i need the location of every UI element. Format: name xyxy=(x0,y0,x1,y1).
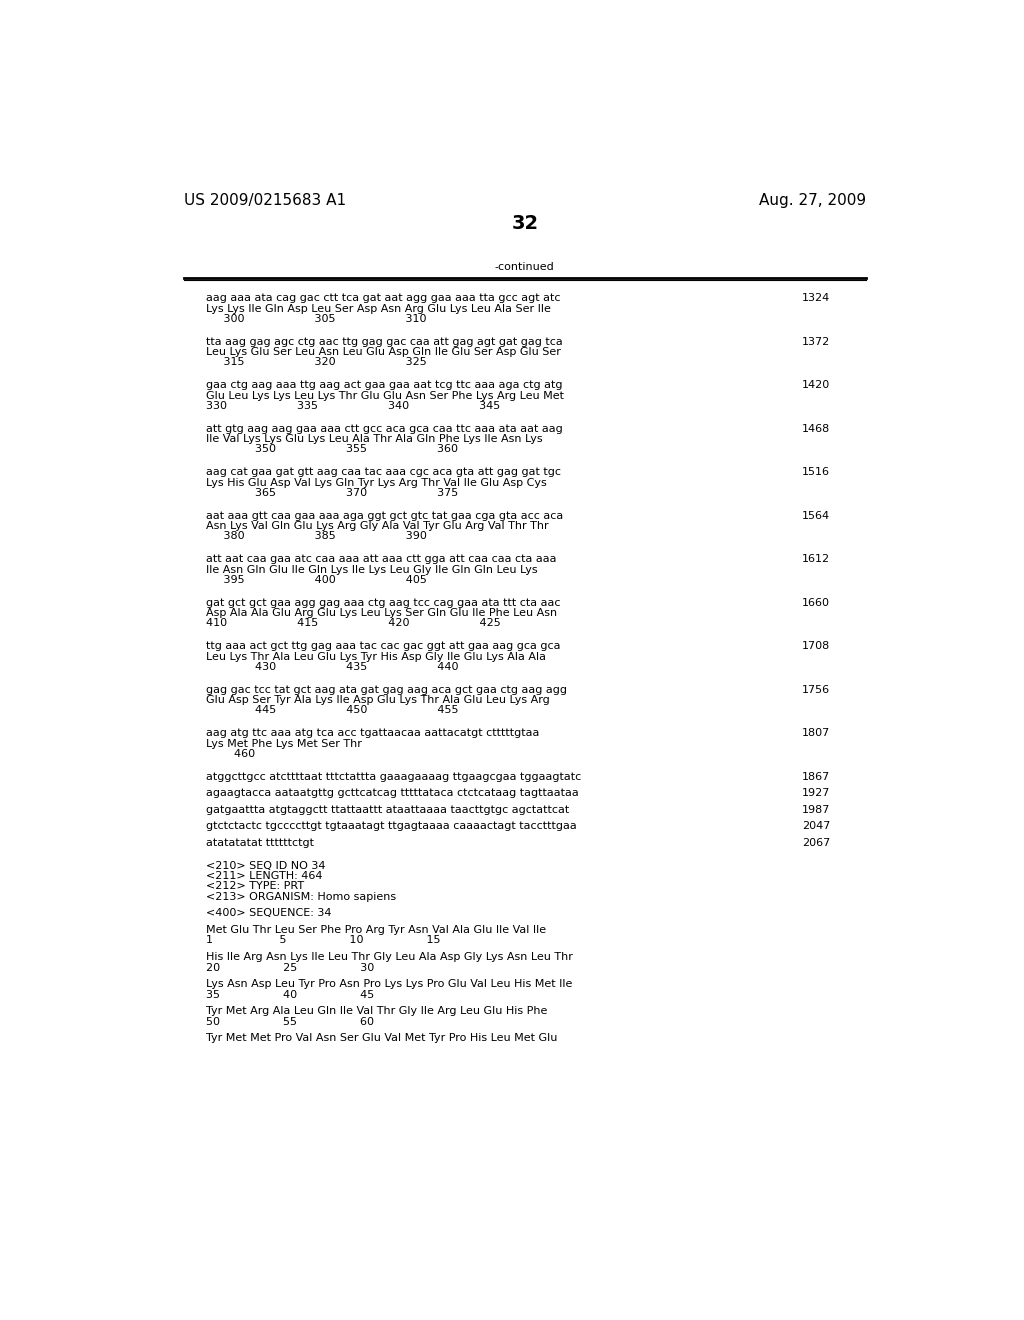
Text: Ile Asn Gln Glu Ile Gln Lys Ile Lys Leu Gly Ile Gln Gln Leu Lys: Ile Asn Gln Glu Ile Gln Lys Ile Lys Leu … xyxy=(206,565,538,574)
Text: aag atg ttc aaa atg tca acc tgattaacaa aattacatgt ctttttgtaa: aag atg ttc aaa atg tca acc tgattaacaa a… xyxy=(206,729,539,738)
Text: 1468: 1468 xyxy=(802,424,830,434)
Text: aat aaa gtt caa gaa aaa aga ggt gct gtc tat gaa cga gta acc aca: aat aaa gtt caa gaa aaa aga ggt gct gtc … xyxy=(206,511,563,520)
Text: Asp Ala Ala Glu Arg Glu Lys Leu Lys Ser Gln Glu Ile Phe Leu Asn: Asp Ala Ala Glu Arg Glu Lys Leu Lys Ser … xyxy=(206,609,557,618)
Text: agaagtacca aataatgttg gcttcatcag tttttataca ctctcataag tagttaataa: agaagtacca aataatgttg gcttcatcag tttttat… xyxy=(206,788,579,799)
Text: 1927: 1927 xyxy=(802,788,830,799)
Text: His Ile Arg Asn Lys Ile Leu Thr Gly Leu Ala Asp Gly Lys Asn Leu Thr: His Ile Arg Asn Lys Ile Leu Thr Gly Leu … xyxy=(206,952,572,962)
Text: 20                  25                  30: 20 25 30 xyxy=(206,962,374,973)
Text: 1420: 1420 xyxy=(802,380,830,391)
Text: 380                    385                    390: 380 385 390 xyxy=(206,532,426,541)
Text: gaa ctg aag aaa ttg aag act gaa gaa aat tcg ttc aaa aga ctg atg: gaa ctg aag aaa ttg aag act gaa gaa aat … xyxy=(206,380,562,391)
Text: 2067: 2067 xyxy=(802,838,830,847)
Text: 1612: 1612 xyxy=(802,554,830,564)
Text: Glu Asp Ser Tyr Ala Lys Ile Asp Glu Lys Thr Ala Glu Leu Lys Arg: Glu Asp Ser Tyr Ala Lys Ile Asp Glu Lys … xyxy=(206,696,549,705)
Text: <212> TYPE: PRT: <212> TYPE: PRT xyxy=(206,882,304,891)
Text: 2047: 2047 xyxy=(802,821,830,832)
Text: Lys Asn Asp Leu Tyr Pro Asn Pro Lys Lys Pro Glu Val Leu His Met Ile: Lys Asn Asp Leu Tyr Pro Asn Pro Lys Lys … xyxy=(206,979,571,989)
Text: <210> SEQ ID NO 34: <210> SEQ ID NO 34 xyxy=(206,861,325,871)
Text: 1867: 1867 xyxy=(802,772,830,781)
Text: 1516: 1516 xyxy=(802,467,830,477)
Text: Lys His Glu Asp Val Lys Gln Tyr Lys Arg Thr Val Ile Glu Asp Cys: Lys His Glu Asp Val Lys Gln Tyr Lys Arg … xyxy=(206,478,546,487)
Text: gat gct gct gaa agg gag aaa ctg aag tcc cag gaa ata ttt cta aac: gat gct gct gaa agg gag aaa ctg aag tcc … xyxy=(206,598,560,607)
Text: Lys Lys Ile Gln Asp Leu Ser Asp Asn Arg Glu Lys Leu Ala Ser Ile: Lys Lys Ile Gln Asp Leu Ser Asp Asn Arg … xyxy=(206,304,550,314)
Text: atggcttgcc atcttttaat tttctattta gaaagaaaag ttgaagcgaa tggaagtatc: atggcttgcc atcttttaat tttctattta gaaagaa… xyxy=(206,772,581,781)
Text: Glu Leu Lys Lys Leu Lys Thr Glu Glu Asn Ser Phe Lys Arg Leu Met: Glu Leu Lys Lys Leu Lys Thr Glu Glu Asn … xyxy=(206,391,563,400)
Text: 1564: 1564 xyxy=(802,511,830,520)
Text: 300                    305                    310: 300 305 310 xyxy=(206,314,426,323)
Text: Leu Lys Thr Ala Leu Glu Lys Tyr His Asp Gly Ile Glu Lys Ala Ala: Leu Lys Thr Ala Leu Glu Lys Tyr His Asp … xyxy=(206,652,546,661)
Text: 460: 460 xyxy=(206,748,255,759)
Text: Aug. 27, 2009: Aug. 27, 2009 xyxy=(759,193,866,209)
Text: gtctctactc tgccccttgt tgtaaatagt ttgagtaaaa caaaactagt tacctttgaa: gtctctactc tgccccttgt tgtaaatagt ttgagta… xyxy=(206,821,577,832)
Text: Lys Met Phe Lys Met Ser Thr: Lys Met Phe Lys Met Ser Thr xyxy=(206,739,361,748)
Text: 1708: 1708 xyxy=(802,642,830,651)
Text: ttg aaa act gct ttg gag aaa tac cac gac ggt att gaa aag gca gca: ttg aaa act gct ttg gag aaa tac cac gac … xyxy=(206,642,560,651)
Text: 445                    450                    455: 445 450 455 xyxy=(206,705,458,715)
Text: 395                    400                    405: 395 400 405 xyxy=(206,576,426,585)
Text: 350                    355                    360: 350 355 360 xyxy=(206,445,458,454)
Text: gag gac tcc tat gct aag ata gat gag aag aca gct gaa ctg aag agg: gag gac tcc tat gct aag ata gat gag aag … xyxy=(206,685,566,694)
Text: Leu Lys Glu Ser Leu Asn Leu Glu Asp Gln Ile Glu Ser Asp Glu Ser: Leu Lys Glu Ser Leu Asn Leu Glu Asp Gln … xyxy=(206,347,560,356)
Text: Met Glu Thr Leu Ser Phe Pro Arg Tyr Asn Val Ala Glu Ile Val Ile: Met Glu Thr Leu Ser Phe Pro Arg Tyr Asn … xyxy=(206,925,546,935)
Text: Tyr Met Met Pro Val Asn Ser Glu Val Met Tyr Pro His Leu Met Glu: Tyr Met Met Pro Val Asn Ser Glu Val Met … xyxy=(206,1034,557,1043)
Text: tta aag gag agc ctg aac ttg gag gac caa att gag agt gat gag tca: tta aag gag agc ctg aac ttg gag gac caa … xyxy=(206,337,562,347)
Text: Asn Lys Val Gln Glu Lys Arg Gly Ala Val Tyr Glu Arg Val Thr Thr: Asn Lys Val Gln Glu Lys Arg Gly Ala Val … xyxy=(206,521,548,531)
Text: gatgaattta atgtaggctt ttattaattt ataattaaaa taacttgtgc agctattcat: gatgaattta atgtaggctt ttattaattt ataatta… xyxy=(206,805,568,814)
Text: 410                    415                    420                    425: 410 415 420 425 xyxy=(206,619,501,628)
Text: <213> ORGANISM: Homo sapiens: <213> ORGANISM: Homo sapiens xyxy=(206,892,395,902)
Text: 35                  40                  45: 35 40 45 xyxy=(206,990,374,999)
Text: 315                    320                    325: 315 320 325 xyxy=(206,358,426,367)
Text: 50                  55                  60: 50 55 60 xyxy=(206,1016,374,1027)
Text: -continued: -continued xyxy=(495,261,555,272)
Text: 32: 32 xyxy=(511,214,539,232)
Text: 365                    370                    375: 365 370 375 xyxy=(206,488,458,498)
Text: 1807: 1807 xyxy=(802,729,830,738)
Text: 1372: 1372 xyxy=(802,337,830,347)
Text: Tyr Met Arg Ala Leu Gln Ile Val Thr Gly Ile Arg Leu Glu His Phe: Tyr Met Arg Ala Leu Gln Ile Val Thr Gly … xyxy=(206,1006,547,1016)
Text: <400> SEQUENCE: 34: <400> SEQUENCE: 34 xyxy=(206,908,331,919)
Text: att gtg aag aag gaa aaa ctt gcc aca gca caa ttc aaa ata aat aag: att gtg aag aag gaa aaa ctt gcc aca gca … xyxy=(206,424,562,434)
Text: 1987: 1987 xyxy=(802,805,830,814)
Text: <211> LENGTH: 464: <211> LENGTH: 464 xyxy=(206,871,322,880)
Text: 330                    335                    340                    345: 330 335 340 345 xyxy=(206,401,500,411)
Text: Ile Val Lys Lys Glu Lys Leu Ala Thr Ala Gln Phe Lys Ile Asn Lys: Ile Val Lys Lys Glu Lys Leu Ala Thr Ala … xyxy=(206,434,542,444)
Text: aag aaa ata cag gac ctt tca gat aat agg gaa aaa tta gcc agt atc: aag aaa ata cag gac ctt tca gat aat agg … xyxy=(206,293,560,304)
Text: 1                   5                  10                  15: 1 5 10 15 xyxy=(206,936,440,945)
Text: 430                    435                    440: 430 435 440 xyxy=(206,663,458,672)
Text: att aat caa gaa atc caa aaa att aaa ctt gga att caa caa cta aaa: att aat caa gaa atc caa aaa att aaa ctt … xyxy=(206,554,556,564)
Text: 1660: 1660 xyxy=(802,598,830,607)
Text: 1756: 1756 xyxy=(802,685,830,694)
Text: atatatatat ttttttctgt: atatatatat ttttttctgt xyxy=(206,838,313,847)
Text: aag cat gaa gat gtt aag caa tac aaa cgc aca gta att gag gat tgc: aag cat gaa gat gtt aag caa tac aaa cgc … xyxy=(206,467,560,477)
Text: US 2009/0215683 A1: US 2009/0215683 A1 xyxy=(183,193,346,209)
Text: 1324: 1324 xyxy=(802,293,830,304)
